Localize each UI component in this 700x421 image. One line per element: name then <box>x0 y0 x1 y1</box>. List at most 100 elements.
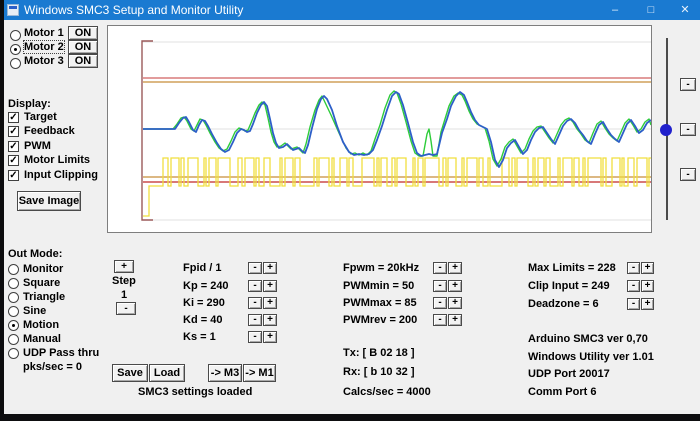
target-checkbox[interactable] <box>8 112 19 123</box>
manual-radio-label[interactable]: Manual <box>23 333 61 345</box>
motor3-radio <box>10 56 21 74</box>
udp-pass-thru-radio[interactable] <box>8 348 19 359</box>
pwm-checkbox-label[interactable]: PWM <box>24 140 51 152</box>
maximize-icon[interactable]: □ <box>647 4 655 16</box>
step-minus-button[interactable]: - <box>116 302 136 315</box>
kd-plus-button[interactable]: + <box>263 314 277 326</box>
clip-input-plus-button[interactable]: + <box>641 280 654 292</box>
display-heading: Display: <box>8 98 51 110</box>
pks-per-sec-value: pks/sec = 0 <box>23 361 83 373</box>
fpwm-plus-button[interactable]: + <box>448 262 462 274</box>
pwmmax-plus-button[interactable]: + <box>448 297 462 309</box>
status-text: SMC3 settings loaded <box>138 386 253 398</box>
pwmmax-minus-button[interactable]: - <box>433 297 447 309</box>
kd-minus-button[interactable]: - <box>248 314 262 326</box>
ki-value: Ki = 290 <box>183 297 225 309</box>
fpwm-minus-button[interactable]: - <box>433 262 447 274</box>
clip-input-value: Clip Input = 249 <box>528 280 610 292</box>
max-limits-plus-button[interactable]: + <box>641 262 654 274</box>
save-image-button[interactable]: Save Image <box>17 191 81 211</box>
screen-edge-bottom <box>0 414 700 421</box>
motor2-label[interactable]: Motor 2 <box>23 40 65 54</box>
kp-value: Kp = 240 <box>183 280 229 292</box>
motion-radio-label[interactable]: Motion <box>23 319 60 331</box>
triangle-radio-label[interactable]: Triangle <box>23 291 66 303</box>
pwm-trace <box>143 157 651 217</box>
scope-chart <box>107 25 652 233</box>
motor3-label[interactable]: Motor 3 <box>24 55 64 67</box>
pwmrev-minus-button[interactable]: - <box>433 314 447 326</box>
motor2-radio <box>10 42 21 60</box>
kd-value: Kd = 40 <box>183 314 223 326</box>
feedback-checkbox-label[interactable]: Feedback <box>24 125 75 137</box>
motor-limits-checkbox[interactable] <box>8 155 19 166</box>
motor1-radio-circle[interactable] <box>10 30 21 41</box>
calcs-per-sec-readout: Calcs/sec = 4000 <box>343 386 431 398</box>
title-bar[interactable]: Windows SMC3 Setup and Monitor Utility –… <box>0 0 700 20</box>
firmware-version: Arduino SMC3 ver 0,70 <box>528 333 648 345</box>
motor3-radio-circle[interactable] <box>10 58 21 69</box>
clip-input-minus-button[interactable]: - <box>627 280 640 292</box>
monitor-radio-label[interactable]: Monitor <box>23 263 64 275</box>
udp-pass-thru-radio-label[interactable]: UDP Pass thru <box>23 347 100 359</box>
triangle-radio[interactable] <box>8 292 19 303</box>
pwmmin-plus-button[interactable]: + <box>448 280 462 292</box>
feedback-trace <box>143 91 651 168</box>
minimize-icon[interactable]: – <box>611 4 619 16</box>
square-radio-label[interactable]: Square <box>23 277 61 289</box>
fpid-value: Fpid / 1 <box>183 262 222 274</box>
scale-upper-button[interactable]: - <box>680 78 696 91</box>
motor3-on-button[interactable]: ON <box>68 54 98 68</box>
step-plus-button[interactable]: + <box>114 260 134 273</box>
target-checkbox-label[interactable]: Target <box>24 111 57 123</box>
app-icon <box>7 4 19 16</box>
scale-middle-button[interactable]: - <box>680 123 696 136</box>
manual-slider-thumb[interactable] <box>660 124 672 136</box>
motion-radio[interactable] <box>8 320 19 331</box>
motor-limits-checkbox-label[interactable]: Motor Limits <box>24 154 90 166</box>
screen-edge-left <box>0 0 4 421</box>
send-to-m3-button[interactable]: -> M3 <box>208 364 242 382</box>
scope-chart-canvas <box>141 40 651 221</box>
manual-radio[interactable] <box>8 334 19 345</box>
save-button[interactable]: Save <box>112 364 148 382</box>
out-mode-heading: Out Mode: <box>8 248 63 260</box>
scale-lower-button[interactable]: - <box>680 168 696 181</box>
motor2-on-button[interactable]: ON <box>68 40 98 54</box>
sine-radio[interactable] <box>8 306 19 317</box>
send-to-m1-button[interactable]: -> M1 <box>243 364 276 382</box>
ks-minus-button[interactable]: - <box>248 331 262 343</box>
square-radio[interactable] <box>8 278 19 289</box>
feedback-checkbox[interactable] <box>8 126 19 137</box>
monitor-radio[interactable] <box>8 264 19 275</box>
close-icon[interactable]: ✕ <box>680 4 690 16</box>
fpid-plus-button[interactable]: + <box>263 262 277 274</box>
motor1-on-button[interactable]: ON <box>68 26 98 40</box>
motor1-label[interactable]: Motor 1 <box>24 27 64 39</box>
pwmmin-minus-button[interactable]: - <box>433 280 447 292</box>
ki-plus-button[interactable]: + <box>263 297 277 309</box>
pwm-checkbox[interactable] <box>8 141 19 152</box>
fpid-minus-button[interactable]: - <box>248 262 262 274</box>
ki-minus-button[interactable]: - <box>248 297 262 309</box>
load-button[interactable]: Load <box>149 364 185 382</box>
comm-port: Comm Port 6 <box>528 386 597 398</box>
motor1-radio <box>10 28 21 46</box>
pwmrev-plus-button[interactable]: + <box>448 314 462 326</box>
input-clipping-checkbox[interactable] <box>8 170 19 181</box>
input-clipping-checkbox-label[interactable]: Input Clipping <box>24 169 98 181</box>
ks-plus-button[interactable]: + <box>263 331 277 343</box>
sine-radio-label[interactable]: Sine <box>23 305 47 317</box>
motor2-radio-circle[interactable] <box>10 44 21 55</box>
kp-plus-button[interactable]: + <box>263 280 277 292</box>
deadzone-plus-button[interactable]: + <box>641 298 654 310</box>
deadzone-minus-button[interactable]: - <box>627 298 640 310</box>
max-limits-minus-button[interactable]: - <box>627 262 640 274</box>
ks-value: Ks = 1 <box>183 331 216 343</box>
deadzone-value: Deadzone = 6 <box>528 298 599 310</box>
udp-port: UDP Port 20017 <box>528 368 610 380</box>
step-value: 1 <box>121 289 128 301</box>
pwmmax-value: PWMmax = 85 <box>343 297 417 309</box>
utility-version: Windows Utility ver 1.01 <box>528 351 654 363</box>
kp-minus-button[interactable]: - <box>248 280 262 292</box>
